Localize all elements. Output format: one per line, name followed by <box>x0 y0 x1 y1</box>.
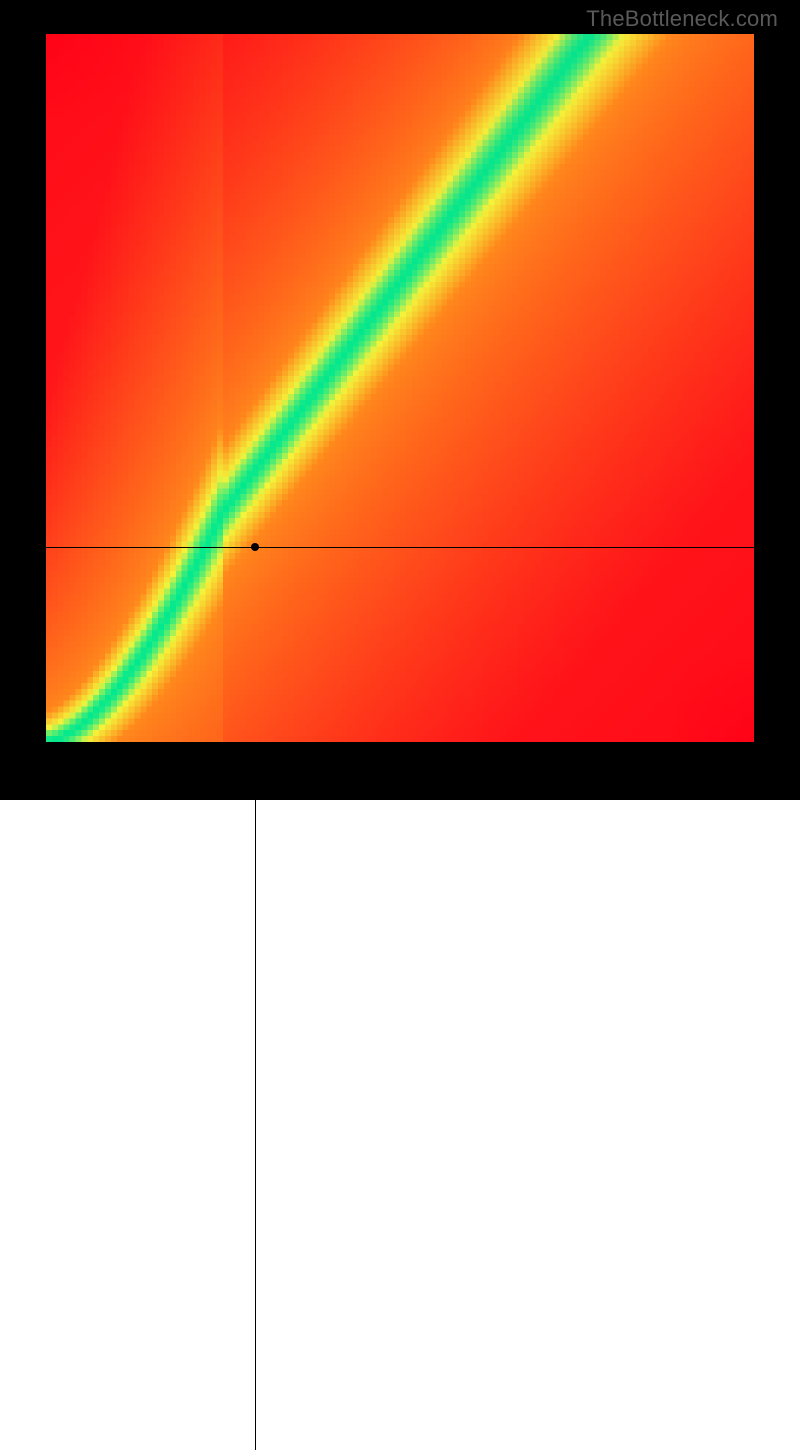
watermark-text: TheBottleneck.com <box>586 6 778 32</box>
crosshair-vertical <box>255 742 256 1450</box>
figure-container: TheBottleneck.com <box>0 0 800 800</box>
plot-inner <box>46 34 754 742</box>
heatmap-canvas <box>46 34 754 742</box>
plot-frame <box>46 34 754 742</box>
